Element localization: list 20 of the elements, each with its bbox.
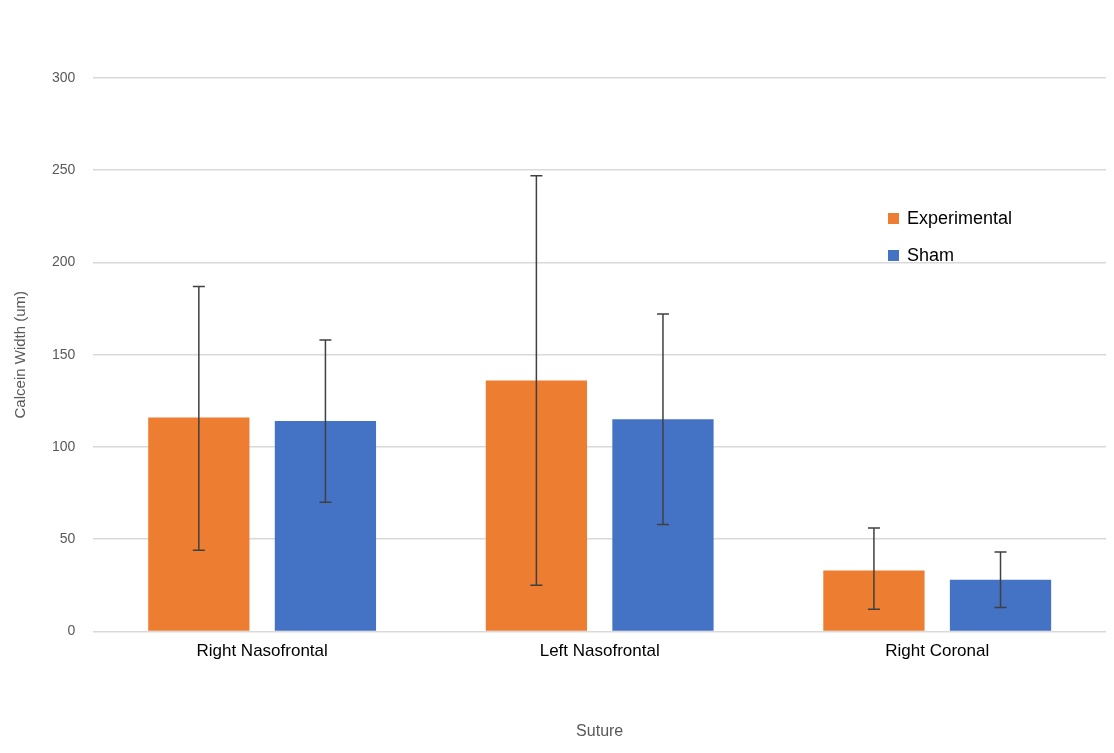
bar <box>949 579 1052 631</box>
y-axis-title: Calcein Width (um) <box>11 290 29 419</box>
bar <box>274 421 377 631</box>
x-axis-title: Suture <box>576 721 624 739</box>
x-tick-label: Right Coronal <box>885 641 990 661</box>
x-tick-label: Left Nasofrontal <box>539 641 660 661</box>
bar <box>485 380 588 631</box>
y-tick-label: 50 <box>59 530 76 547</box>
y-tick-label: 200 <box>52 253 76 270</box>
x-tick-label: Right Nasofrontal <box>196 641 328 661</box>
y-tick-label: 150 <box>52 345 76 362</box>
legend-label: Experimental <box>907 208 1013 229</box>
bar <box>148 417 250 631</box>
y-tick-label: 250 <box>52 161 76 178</box>
y-tick-label: 100 <box>52 437 76 454</box>
y-tick-label: 0 <box>67 622 76 639</box>
bar <box>612 419 714 631</box>
y-tick-label: 300 <box>52 68 76 85</box>
legend-label: Sham <box>907 245 955 266</box>
bar <box>823 570 925 631</box>
